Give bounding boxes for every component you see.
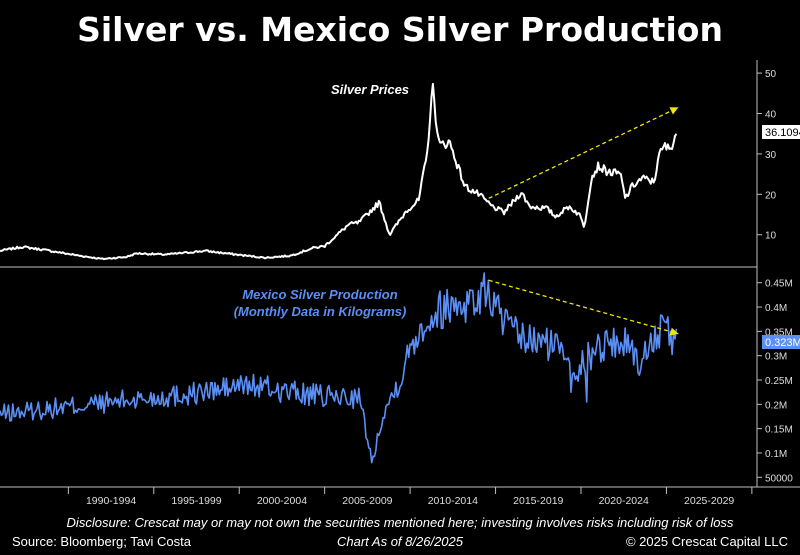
y-tick-label: 0.15M: [765, 425, 793, 436]
chart-frame: [0, 60, 800, 488]
chart-area: 10 20 30 40 50 Silver Prices 36.1094 50000 0.…: [0, 60, 800, 507]
production-last-value-label: 0.323M: [765, 337, 800, 349]
x-tick-label: 2000-2004: [257, 495, 307, 507]
y-tick-label: 0.25M: [765, 376, 793, 387]
production-last-value-badge: [762, 335, 800, 349]
x-tick-label: 2005-2009: [342, 495, 392, 507]
source-text: Source: Bloomberg; Tavi Costa: [12, 534, 191, 549]
y-tick-label: 0.3M: [765, 352, 787, 363]
y-tick-label: 20: [765, 190, 777, 201]
chart-title: Silver vs. Mexico Silver Production: [77, 10, 723, 49]
silver-price-line: [0, 82, 678, 261]
x-tick-label: 1995-1999: [171, 495, 221, 507]
mexico-production-panel: 50000 0.1M 0.15M 0.2M 0.25M 0.3M 0.35M 0.4M 0.45…: [0, 272, 800, 484]
x-tick-label: 2015-2019: [513, 495, 563, 507]
production-trendline: [488, 279, 679, 335]
y-tick-label: 40: [765, 109, 777, 120]
silver-price-panel: 10 20 30 40 50 Silver Prices 36.1094: [0, 69, 800, 261]
y-tick-label: 50000: [765, 473, 793, 484]
silver-last-value-label: 36.1094: [765, 127, 800, 139]
silver-trendline: [488, 106, 679, 199]
y-tick-label: 0.4M: [765, 303, 787, 314]
production-trend-arrowhead: [669, 327, 679, 336]
silver-y-axis: 10 20 30 40 50: [757, 69, 777, 242]
y-tick-label: 0.1M: [765, 449, 787, 460]
x-tick-label: 2020-2024: [599, 495, 649, 507]
disclosure-text: Disclosure: Crescat may or may not own t…: [66, 515, 734, 530]
y-tick-label: 30: [765, 150, 777, 161]
production-y-axis: 50000 0.1M 0.15M 0.2M 0.25M 0.3M 0.35M 0.4M 0.45…: [757, 279, 793, 484]
y-tick-label: 50: [765, 69, 777, 80]
copyright-text: © 2025 Crescat Capital LLC: [625, 534, 788, 549]
production-series-sublabel: (Monthly Data in Kilograms): [234, 304, 407, 319]
silver-last-value-badge: [762, 125, 800, 139]
silver-trend-arrowhead: [669, 107, 679, 115]
x-tick-label: 2010-2014: [428, 495, 478, 507]
production-series-label: Mexico Silver Production: [242, 287, 397, 302]
y-tick-label: 0.45M: [765, 279, 793, 290]
x-axis: 1990-1994 1995-1999 2000-2004 2005-2009 2010…: [67, 487, 753, 507]
y-tick-label: 10: [765, 231, 777, 242]
x-tick-label: 1990-1994: [86, 495, 136, 507]
y-tick-label: 0.35M: [765, 327, 793, 338]
y-tick-label: 0.2M: [765, 400, 787, 411]
x-tick-label: 2025-2029: [684, 495, 734, 507]
silver-series-label: Silver Prices: [331, 82, 409, 97]
chart-date-text: Chart As of 8/26/2025: [337, 534, 463, 549]
production-line: [0, 272, 678, 464]
